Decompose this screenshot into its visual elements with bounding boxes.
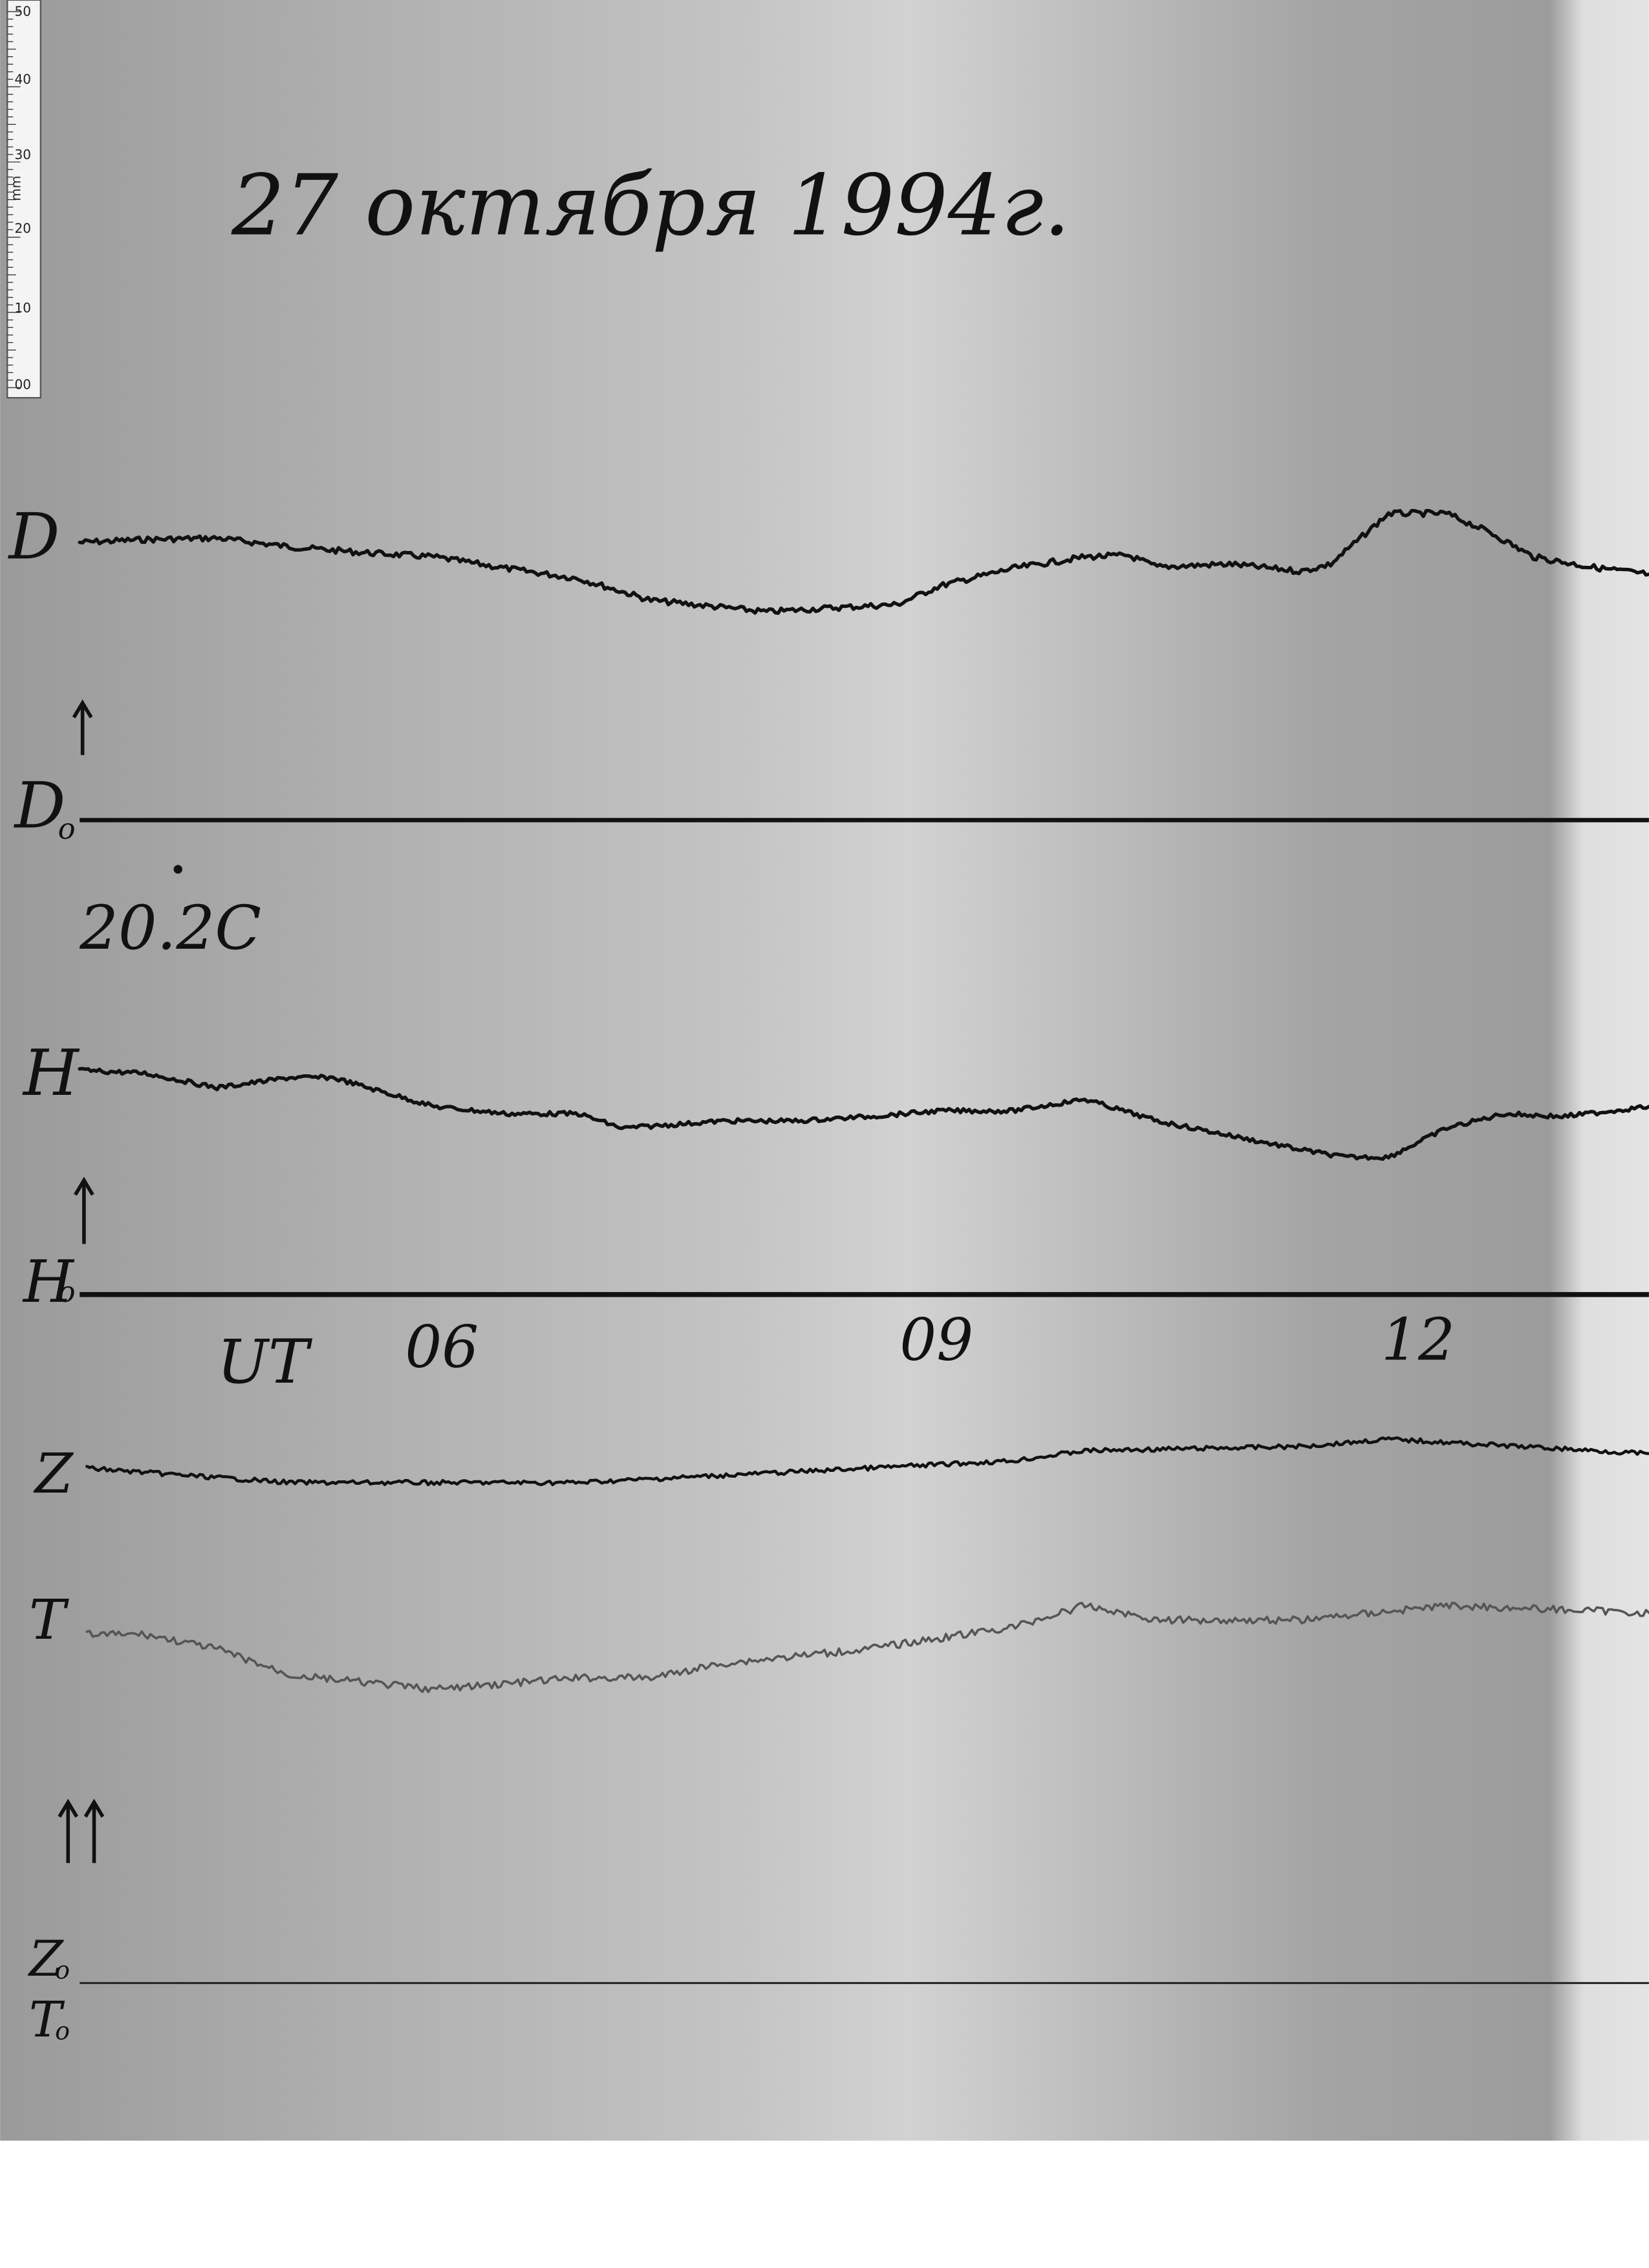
paper: [0, 0, 1649, 2141]
double-arrow: [58, 1798, 105, 1863]
hour-label: 09: [900, 1306, 973, 1374]
baseline-sub: o: [58, 1275, 76, 1309]
ruler-label: 40: [14, 72, 31, 87]
temperature: 20.2C: [79, 893, 261, 964]
ruler-ticks: [7, 11, 21, 389]
arrow: [74, 1176, 94, 1244]
hour-label: 06: [405, 1314, 479, 1381]
ruler-label: 30: [14, 147, 31, 162]
baseline-label: Z: [28, 1930, 64, 1987]
baseline-label: H: [22, 1249, 75, 1316]
degree-dot: [173, 865, 182, 874]
trace-t: [85, 1601, 1649, 1694]
time-axis-label: UT: [217, 1327, 313, 1398]
trace-z: [85, 1436, 1649, 1487]
ruler: [6, 0, 41, 399]
ruler-label: 10: [14, 300, 31, 316]
baseline-sub: o: [55, 1956, 70, 1985]
baseline-label: T: [29, 1991, 65, 2048]
trace-label: H: [22, 1037, 80, 1110]
baseline-label: D: [14, 769, 66, 843]
baseline-sub: o: [55, 2017, 70, 2046]
trace-d: [78, 508, 1649, 615]
hour-label: 12: [1381, 1306, 1455, 1374]
ruler-label: 50: [14, 4, 31, 19]
date-title: 27 октября 1994г.: [231, 157, 1070, 254]
margin: [0, 2141, 1649, 2268]
baseline-sub: o: [58, 812, 76, 846]
ruler-label: 00: [14, 377, 31, 393]
trace-label: Z: [33, 1442, 74, 1506]
arrow: [72, 699, 93, 755]
ruler-unit: mm: [8, 176, 23, 201]
trace-label: T: [29, 1588, 69, 1652]
trace-h: [78, 1066, 1649, 1161]
ruler-label: 20: [14, 221, 31, 236]
trace-label: D: [8, 500, 60, 574]
